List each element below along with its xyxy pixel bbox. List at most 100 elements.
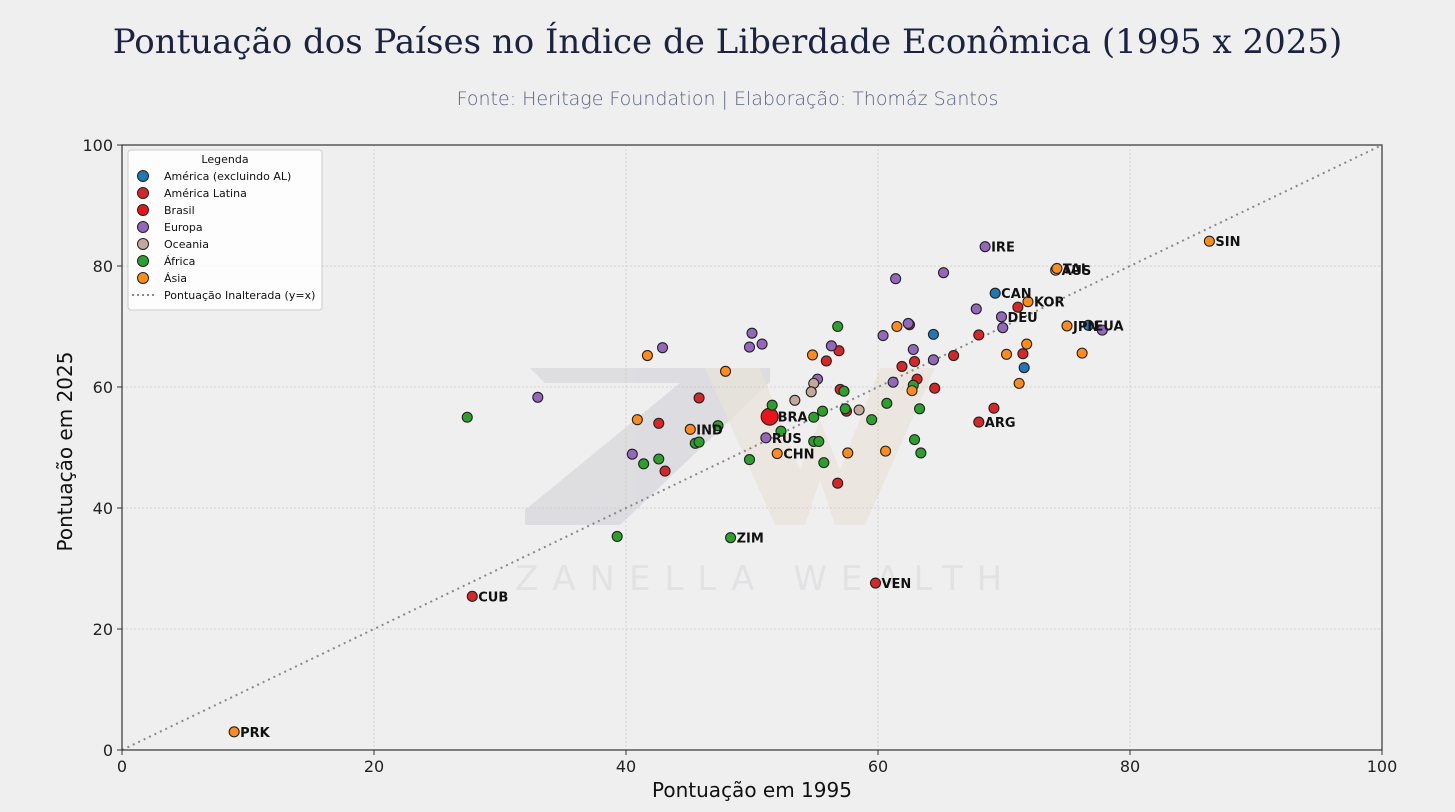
- data-point: [532, 391, 544, 403]
- data-point: [881, 397, 893, 409]
- data-point: [1061, 320, 1073, 332]
- point-labels: CAN EUA CUB VEN ARG BRA IRE DEU RUS AUS ZIM SIN TAI K…: [240, 235, 1240, 741]
- legend-entry-label: América Latina: [164, 187, 247, 200]
- legend-entry-label: Europa: [164, 221, 203, 234]
- watermark: ZANELLA WEALTH: [515, 368, 1016, 599]
- data-point: [641, 349, 653, 362]
- data-point: [693, 436, 705, 448]
- data-point: [771, 447, 783, 460]
- data-point: [988, 402, 1000, 414]
- plot-frame: [121, 144, 1383, 751]
- data-points: [228, 235, 1215, 738]
- data-point: [880, 445, 892, 457]
- data-point: [927, 328, 939, 340]
- data-point: [653, 453, 665, 465]
- legend-entry-label: África: [164, 255, 195, 268]
- data-point: [746, 327, 758, 339]
- point-label: ZIM: [737, 532, 764, 547]
- data-point: [693, 392, 705, 404]
- point-label: JPN: [1072, 320, 1098, 335]
- data-point: [832, 477, 844, 489]
- data-point: [997, 322, 1009, 334]
- point-label: RUS: [772, 432, 802, 447]
- point-label: CAN: [1001, 287, 1031, 302]
- y-tick-label: 60: [93, 378, 113, 397]
- data-point: [890, 273, 902, 285]
- data-point: [1000, 348, 1013, 360]
- legend-entry-label: Ásia: [164, 272, 187, 285]
- data-point: [631, 414, 643, 426]
- data-point: [818, 457, 830, 469]
- legend-marker: [137, 255, 149, 267]
- data-point: [756, 338, 768, 350]
- data-point: [853, 404, 865, 416]
- x-tick-label: 60: [868, 757, 888, 776]
- x-axis-label: Pontuação em 1995: [652, 778, 852, 802]
- point-label: CUB: [478, 590, 508, 605]
- data-point: [725, 532, 737, 544]
- point-label: IRE: [991, 241, 1015, 256]
- data-point: [973, 329, 985, 341]
- y-tick-label: 100: [82, 136, 113, 155]
- data-point: [820, 355, 832, 367]
- x-tick-label: 80: [1120, 757, 1140, 776]
- data-point: [775, 425, 787, 437]
- data-point: [1018, 362, 1030, 374]
- legend-marker: [137, 204, 149, 216]
- x-tick-label: 20: [364, 757, 384, 776]
- data-point: [712, 420, 724, 432]
- legend-entry-label: América (excluindo AL): [164, 170, 291, 183]
- chart-title: Pontuação dos Países no Índice de Liberd…: [112, 22, 1343, 62]
- data-point: [760, 407, 779, 426]
- point-label: TAI: [1063, 262, 1086, 277]
- data-point: [1096, 324, 1108, 336]
- data-point: [626, 448, 638, 460]
- data-point: [887, 376, 899, 388]
- data-point: [906, 385, 918, 397]
- data-point: [1051, 262, 1063, 274]
- y-tick-label: 40: [93, 499, 113, 518]
- legend-marker: [137, 170, 149, 182]
- point-label: EUA: [1094, 319, 1123, 334]
- watermark-text: ZANELLA WEALTH: [515, 559, 1016, 599]
- data-point: [760, 432, 772, 444]
- y-tick-label: 20: [93, 620, 113, 639]
- x-tick-label: 40: [616, 757, 636, 776]
- data-point: [970, 303, 982, 315]
- legend-entry-label: Oceania: [164, 238, 209, 251]
- data-point: [869, 577, 882, 589]
- data-point: [806, 349, 819, 361]
- data-point: [989, 287, 1001, 299]
- y-axis-label: Pontuação em 2025: [53, 352, 77, 552]
- data-point: [891, 320, 903, 333]
- data-point: [948, 349, 960, 362]
- data-point: [466, 590, 478, 602]
- data-point: [817, 405, 829, 417]
- data-point: [937, 267, 950, 279]
- data-point: [743, 341, 756, 353]
- point-label: DEU: [1007, 311, 1037, 326]
- data-point: [973, 416, 985, 428]
- reference-line-y-equals-x: [121, 144, 1383, 751]
- legend: Legenda América (excluindo AL) América Lat…: [127, 149, 323, 311]
- data-point: [228, 726, 240, 738]
- data-point: [1076, 347, 1088, 359]
- data-point: [656, 342, 669, 354]
- data-point: [1203, 235, 1215, 247]
- point-label: VEN: [881, 577, 911, 592]
- data-point: [789, 394, 801, 406]
- data-point: [877, 330, 889, 342]
- data-point: [979, 241, 991, 253]
- data-point: [995, 311, 1008, 323]
- data-point: [719, 365, 732, 377]
- data-point: [461, 411, 473, 423]
- x-tick-label: 0: [117, 757, 127, 776]
- data-point: [929, 382, 941, 394]
- legend-marker: [137, 238, 149, 250]
- data-point: [915, 447, 927, 459]
- data-point: [1082, 319, 1094, 331]
- point-label: AUS: [1062, 264, 1092, 279]
- legend-entry-label: Brasil: [164, 204, 195, 217]
- data-point: [653, 417, 665, 429]
